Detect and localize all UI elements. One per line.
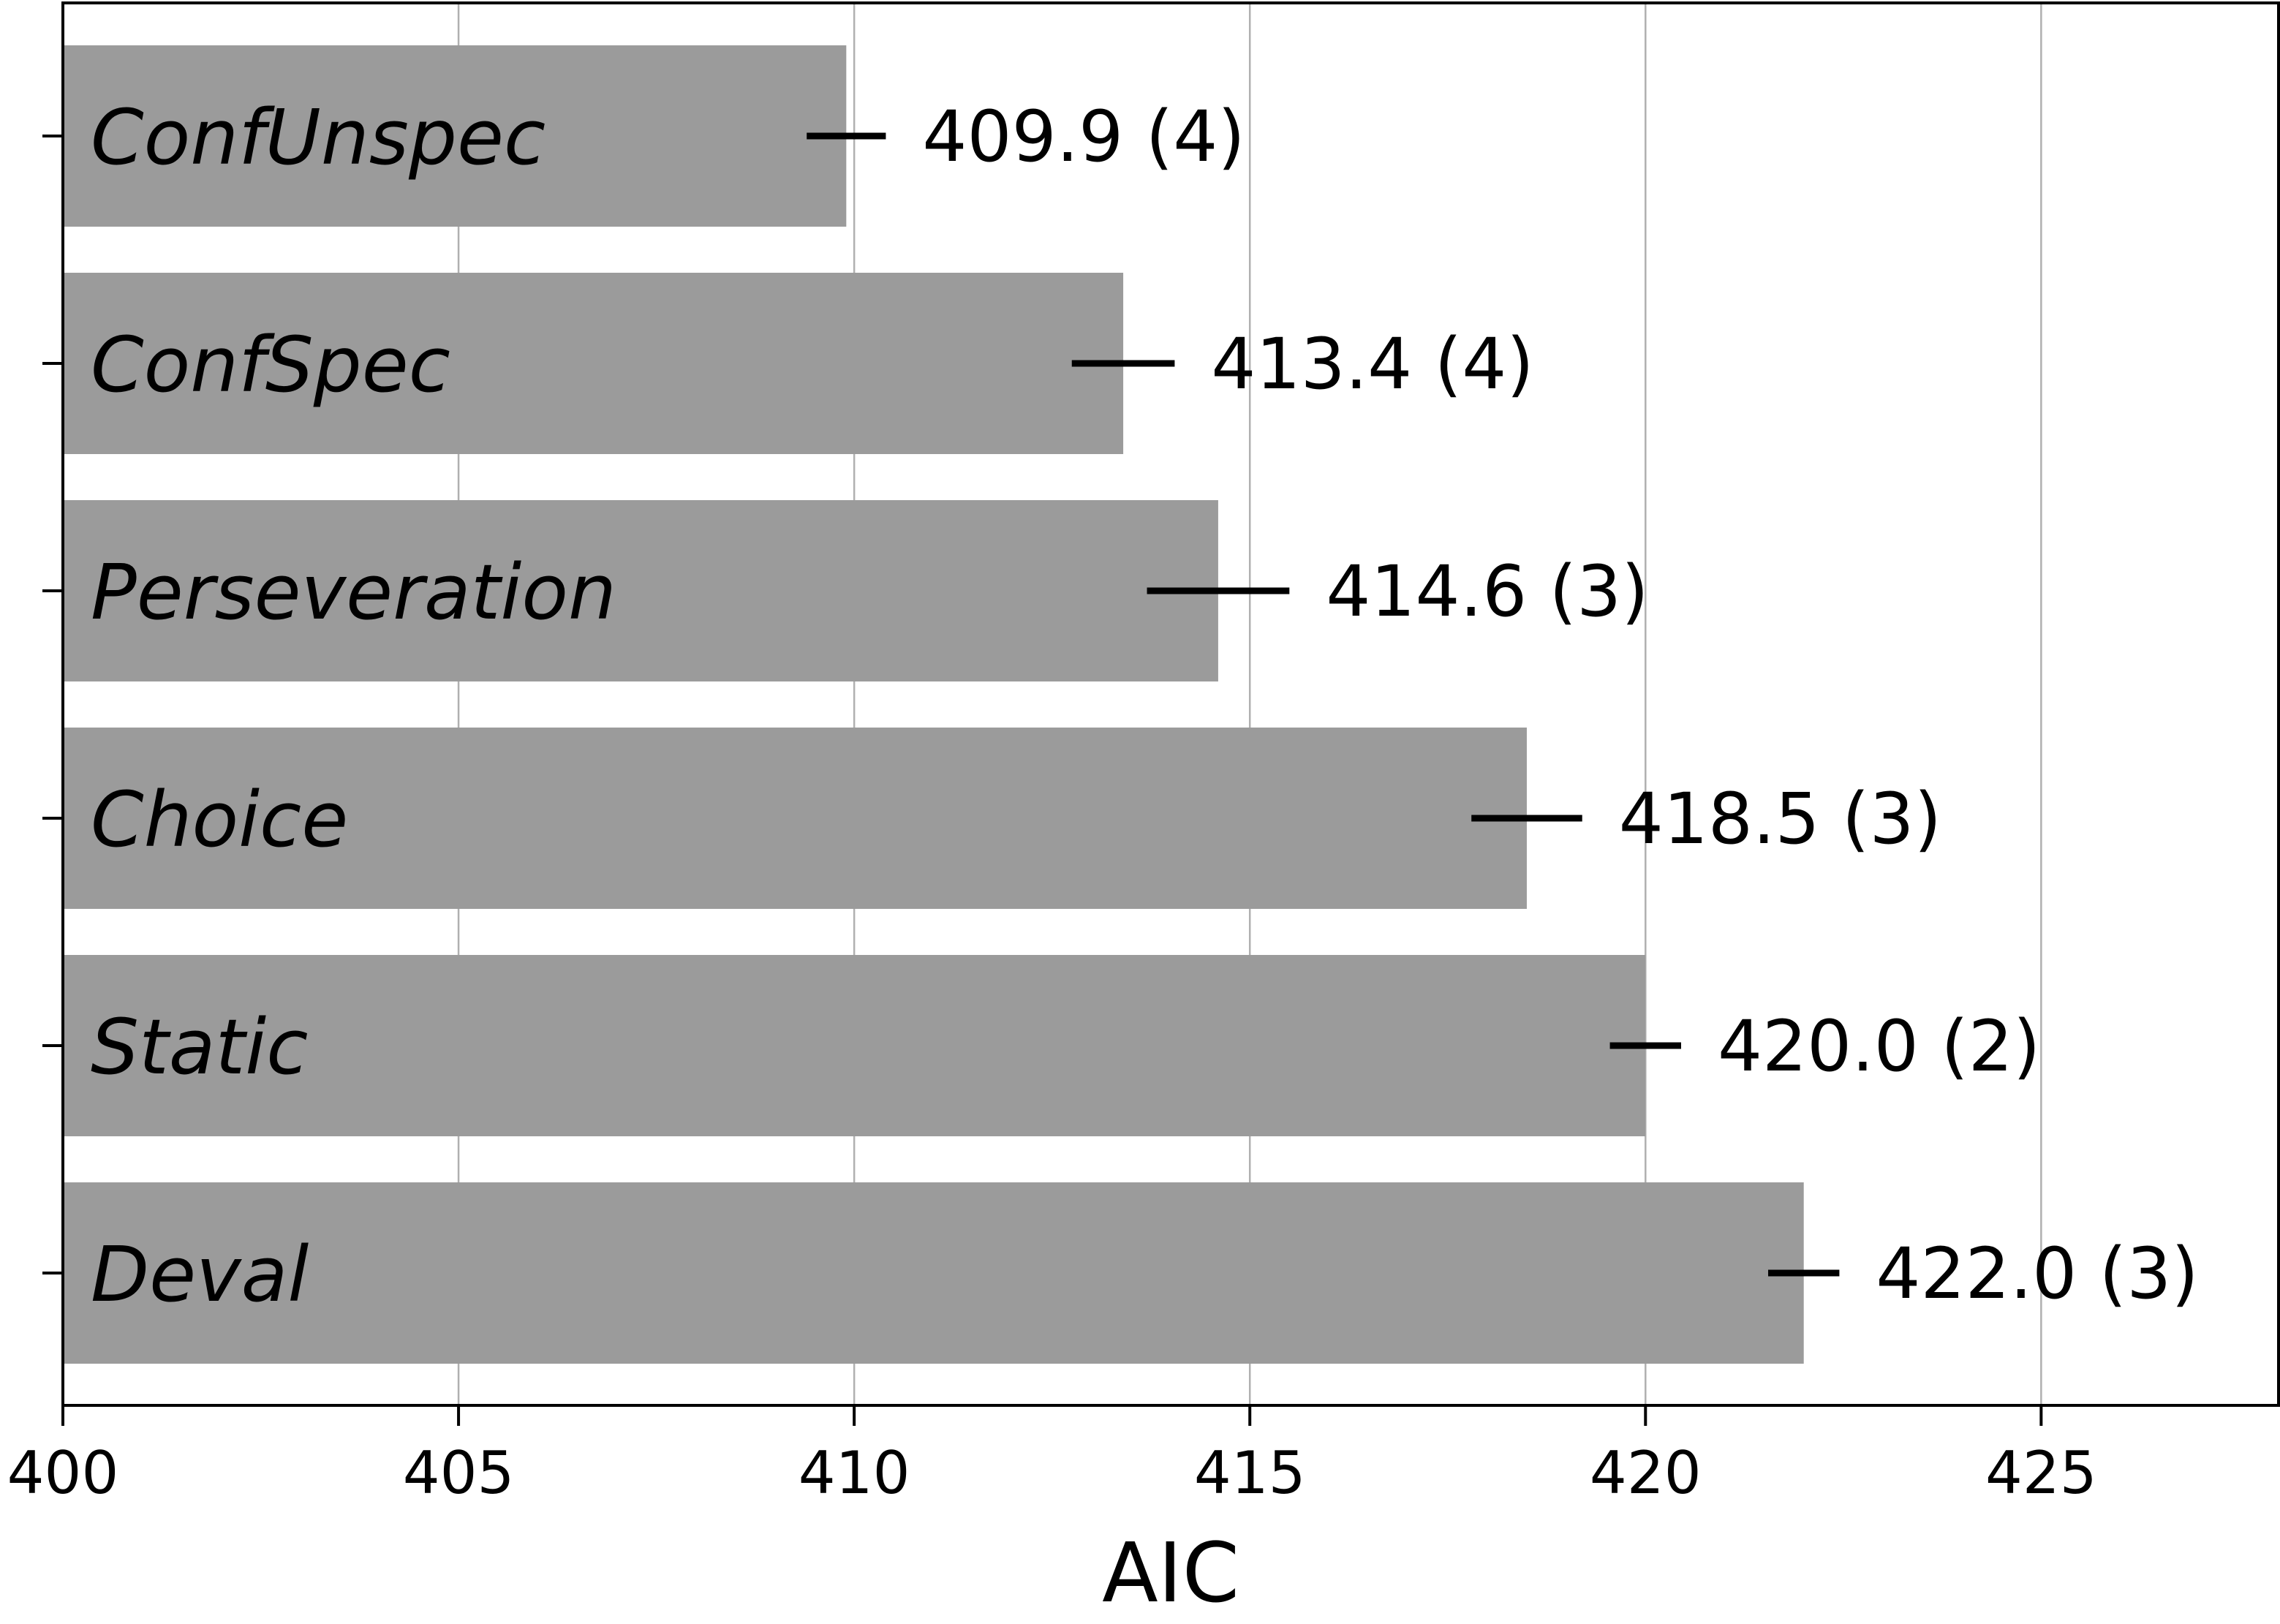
x-tick-label: 420 — [1590, 1439, 1702, 1507]
bar — [63, 728, 1527, 909]
plot-frame — [61, 1, 2280, 1407]
bar-category-label: Choice — [91, 775, 348, 864]
x-tick-label: 425 — [1985, 1439, 2097, 1507]
x-tick-label: 400 — [7, 1439, 119, 1507]
bar — [63, 45, 847, 227]
bar-value-label: 413.4 (4) — [1211, 323, 1533, 405]
bars — [63, 45, 1804, 1364]
x-axis-title: AIC — [1102, 1526, 1239, 1621]
x-tick-label: 415 — [1194, 1439, 1306, 1507]
bar-value-label: 414.6 (3) — [1326, 551, 1648, 632]
bar-value-label: 420.0 (2) — [1718, 1005, 2040, 1087]
bar — [63, 273, 1124, 454]
axis-ticks: 400 405 410 415 420 425 — [7, 135, 2097, 1507]
error-bars — [807, 132, 1840, 1277]
x-tick-label: 405 — [403, 1439, 515, 1507]
x-tick-label: 410 — [799, 1439, 910, 1507]
bar-value-label: 409.9 (4) — [922, 96, 1245, 178]
bar-category-label: Static — [91, 1002, 308, 1092]
bar-category-label: ConfSpec — [91, 320, 450, 409]
bar-category-label: Deval — [91, 1230, 309, 1319]
bar-category-label: Perseveration — [91, 548, 616, 637]
bar — [63, 955, 1646, 1136]
bar-labels: ConfUnspec ConfSpec Perseveration Choice Sta… — [91, 93, 616, 1319]
bar-category-label: ConfUnspec — [91, 93, 546, 182]
bar-value-label: 418.5 (3) — [1619, 778, 1941, 860]
bar-value-label: 422.0 (3) — [1876, 1233, 2198, 1315]
bar — [63, 1182, 1804, 1364]
bar — [63, 500, 1218, 681]
value-labels: 409.9 (4) 413.4 (4) 414.6 (3) 418.5 (3) 420.… — [922, 96, 2198, 1315]
